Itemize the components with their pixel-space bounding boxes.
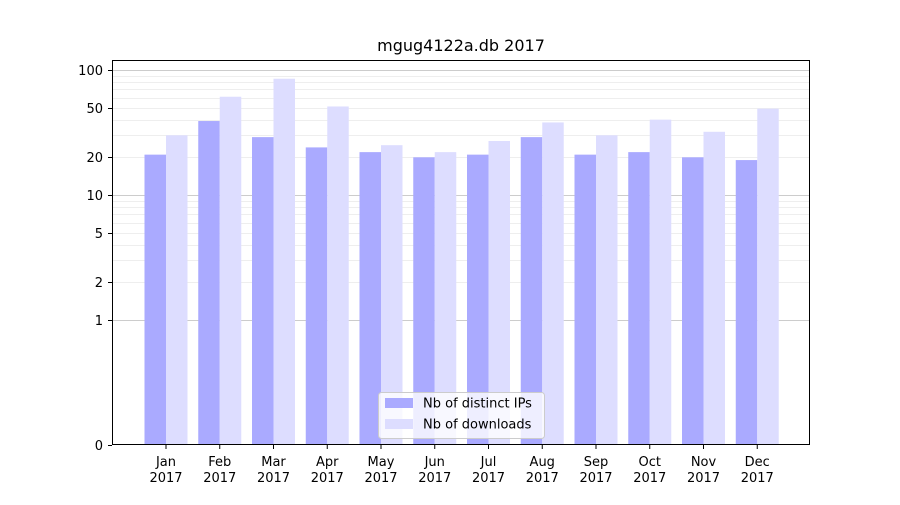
bar: [381, 145, 403, 445]
bars: [144, 78, 779, 446]
bar: [574, 154, 596, 446]
bar: [628, 152, 650, 445]
bar: [596, 135, 618, 445]
bar: [144, 154, 166, 446]
y-tick-label: 50: [86, 102, 103, 117]
bar: [649, 119, 672, 446]
y-tick-label: 1: [95, 314, 103, 329]
x-tick-label-year: 2017: [741, 471, 774, 486]
bar: [273, 78, 295, 445]
y-tick-label: 10: [86, 189, 103, 204]
plot-frame: [112, 60, 810, 445]
x-tick-label-month: Aug: [530, 455, 555, 470]
x-tick-label-month: Sep: [584, 455, 609, 470]
series-distinct-ips: [144, 121, 758, 446]
x-tick-label-month: Apr: [316, 455, 339, 470]
bar: [757, 108, 779, 445]
legend-box: [378, 392, 545, 439]
x-tick-label-month: Jun: [424, 455, 445, 470]
x-tick-label-year: 2017: [472, 471, 505, 486]
x-tick-label-month: Oct: [639, 455, 661, 470]
bar: [542, 122, 564, 445]
x-tick-label-year: 2017: [364, 471, 397, 486]
legend-label: Nb of distinct IPs: [423, 397, 532, 412]
legend: Nb of distinct IPs Nb of downloads: [378, 392, 545, 439]
x-tick-label-month: Jul: [480, 455, 497, 470]
chart-title: mgug4122a.db 2017: [377, 36, 545, 55]
y-tick-label: 20: [86, 151, 103, 166]
bar: [682, 157, 704, 445]
bar: [413, 157, 435, 445]
bar: [488, 140, 510, 445]
x-tick-label-year: 2017: [687, 471, 720, 486]
x-tick-label-month: Feb: [208, 455, 231, 470]
series-downloads: [166, 78, 779, 446]
x-tick-label-month: Mar: [261, 455, 286, 470]
bar: [166, 135, 188, 445]
bar: [467, 154, 489, 446]
x-tick-label-month: Dec: [745, 455, 770, 470]
bar: [735, 160, 758, 445]
x-tick-label-year: 2017: [257, 471, 290, 486]
bar: [219, 96, 242, 445]
x-tick-label-month: May: [368, 455, 395, 470]
bar: [359, 152, 381, 445]
bar: [305, 147, 328, 446]
y-tick-label: 0: [95, 439, 103, 454]
x-tick-label-year: 2017: [203, 471, 236, 486]
legend-swatch: [385, 398, 413, 408]
bar: [252, 137, 274, 445]
bar: [434, 152, 457, 445]
x-axis: Jan2017Feb2017Mar2017Apr2017May2017Jun20…: [149, 445, 774, 486]
bar: [703, 131, 725, 445]
bar: [327, 106, 349, 445]
x-tick-label-year: 2017: [418, 471, 451, 486]
bar: [198, 121, 220, 446]
x-tick-label-year: 2017: [311, 471, 344, 486]
legend-label: Nb of downloads: [423, 418, 532, 433]
x-tick-label-year: 2017: [526, 471, 559, 486]
y-axis: 0 1 2 5 10 20 50 100: [78, 64, 112, 454]
y-tick-label: 2: [95, 276, 103, 291]
y-tick-label: 100: [78, 64, 103, 79]
x-tick-label-month: Jan: [155, 455, 176, 470]
x-tick-label-year: 2017: [633, 471, 666, 486]
x-tick-label-year: 2017: [579, 471, 612, 486]
legend-swatch: [385, 419, 413, 429]
x-tick-label-year: 2017: [149, 471, 182, 486]
x-tick-label-month: Nov: [691, 455, 717, 470]
bar: [520, 137, 543, 445]
y-tick-label: 5: [95, 227, 103, 242]
